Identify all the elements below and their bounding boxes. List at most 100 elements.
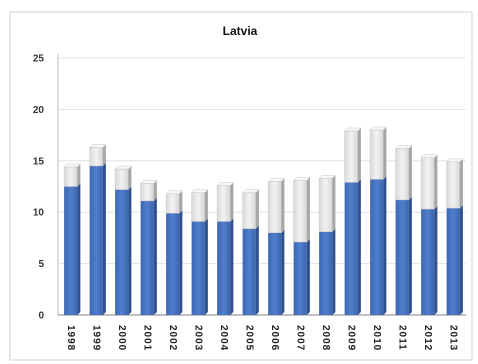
chart-title: Latvia	[223, 24, 258, 38]
bar-top-face	[63, 163, 81, 168]
bar-segment-blue-side	[281, 229, 285, 315]
bar-segment-grey	[446, 161, 461, 209]
bar-top-face	[165, 190, 183, 194]
x-tick-label: 2003	[193, 325, 204, 351]
bar-segment-blue	[64, 186, 78, 315]
bar-segment-blue	[89, 165, 103, 315]
x-tick-label: 1998	[65, 325, 76, 351]
bar-segment-grey-side	[459, 158, 463, 209]
bar-segment-grey	[267, 181, 282, 234]
bar-segment-blue	[166, 213, 180, 315]
bar-segment-blue	[115, 189, 129, 315]
bar-segment-grey	[114, 168, 129, 190]
bar-segment-grey-side	[102, 144, 106, 166]
bar-top-face	[395, 145, 413, 149]
bar-top-face	[446, 158, 464, 163]
bar-segment-blue-side	[128, 186, 132, 315]
x-tick-label: 2000	[116, 325, 127, 351]
bar-segment-grey	[293, 180, 308, 243]
bar-segment-blue-side	[179, 210, 183, 315]
x-tick-labels: 1998 1999 2000 2001 2002 2003 2004 2005 2006 2007…	[65, 325, 459, 351]
bar-top-face	[140, 180, 158, 184]
bar-segment-grey	[344, 130, 359, 183]
y-tick-label: 5	[38, 259, 44, 270]
y-tick-label: 10	[33, 208, 45, 219]
bar-segment-blue-side	[230, 218, 234, 315]
bar-segment-grey	[369, 129, 384, 180]
bar-top-face	[344, 127, 362, 132]
bar-segment-grey-side	[204, 189, 208, 222]
x-tick-label: 2002	[167, 325, 178, 351]
y-tick-label: 20	[33, 105, 45, 116]
y-tick-label: 25	[33, 54, 45, 65]
bar-segment-blue	[319, 231, 333, 315]
bar-segment-blue	[395, 199, 409, 315]
bar-top-face	[318, 175, 336, 179]
bar-top-face	[191, 189, 209, 193]
y-tick-label: 0	[38, 311, 44, 322]
bar-segment-grey	[191, 192, 206, 222]
bar-top-face	[114, 165, 132, 170]
bar-segment-grey	[395, 148, 410, 201]
x-tick-label: 2013	[448, 325, 459, 351]
bar-segment-blue	[370, 179, 384, 315]
bar-segment-grey-side	[408, 145, 412, 200]
bars	[63, 126, 464, 315]
bar-segment-grey	[63, 166, 78, 187]
bar-segment-grey	[89, 147, 104, 167]
x-tick-label: 2009	[346, 325, 357, 351]
x-tick-label: 2004	[218, 325, 229, 351]
bar-segment-blue-side	[459, 205, 463, 315]
x-tick-label: 2006	[269, 325, 280, 351]
bar-segment-grey	[420, 157, 435, 210]
bar-segment-grey	[216, 185, 231, 222]
bar-top-face	[369, 126, 387, 131]
bar-segment-grey-side	[230, 182, 234, 222]
bar-segment-grey-side	[77, 163, 81, 187]
bar-segment-grey-side	[128, 166, 132, 190]
bar-segment-blue-side	[408, 196, 412, 315]
bar-segment-grey	[140, 183, 155, 202]
bar-segment-grey-side	[179, 190, 183, 214]
bar-top-face	[293, 177, 311, 181]
x-tick-label: 1999	[91, 325, 102, 351]
bar-segment-blue	[242, 228, 256, 315]
bar-segment-blue	[344, 182, 358, 315]
bar-segment-blue	[140, 200, 154, 315]
y-tick-label: 15	[33, 156, 45, 167]
x-tick-label: 2008	[320, 325, 331, 351]
bar-segment-blue-side	[383, 176, 387, 315]
bar-segment-blue-side	[357, 179, 361, 315]
bar-segment-blue	[293, 242, 307, 315]
bar-segment-grey-side	[281, 178, 285, 233]
bar-segment-grey-side	[332, 175, 336, 232]
bar-top-face	[420, 154, 438, 158]
bar-segment-blue	[446, 208, 460, 315]
bar-segment-grey-side	[306, 177, 310, 243]
bar-segment-grey-side	[383, 126, 387, 180]
bar-segment-blue-side	[153, 197, 157, 315]
bar-segment-blue-side	[332, 228, 336, 315]
bar-segment-grey	[318, 178, 333, 232]
bar-segment-blue	[191, 221, 205, 315]
bar-segment-blue	[217, 221, 231, 315]
x-tick-label: 2010	[371, 325, 382, 351]
bar-segment-grey	[242, 192, 257, 229]
x-tick-label: 2007	[295, 325, 306, 351]
y-tick-labels: 0 5 10 15 20 25	[33, 54, 45, 322]
bar-segment-blue-side	[102, 162, 106, 315]
bar-segment-blue-side	[306, 239, 310, 315]
chart-border	[9, 11, 473, 361]
bar-segment-grey-side	[357, 127, 361, 183]
bar-segment-grey-side	[434, 154, 438, 210]
x-tick-label: 2005	[244, 325, 255, 351]
x-tick-label: 2011	[397, 325, 408, 351]
x-tick-label: 2012	[422, 325, 433, 351]
bar-segment-grey	[165, 193, 180, 214]
x-tick-label: 2001	[142, 325, 153, 351]
bar-top-face	[89, 144, 107, 148]
bar-segment-blue	[268, 232, 282, 315]
bar-segment-grey-side	[255, 189, 259, 229]
